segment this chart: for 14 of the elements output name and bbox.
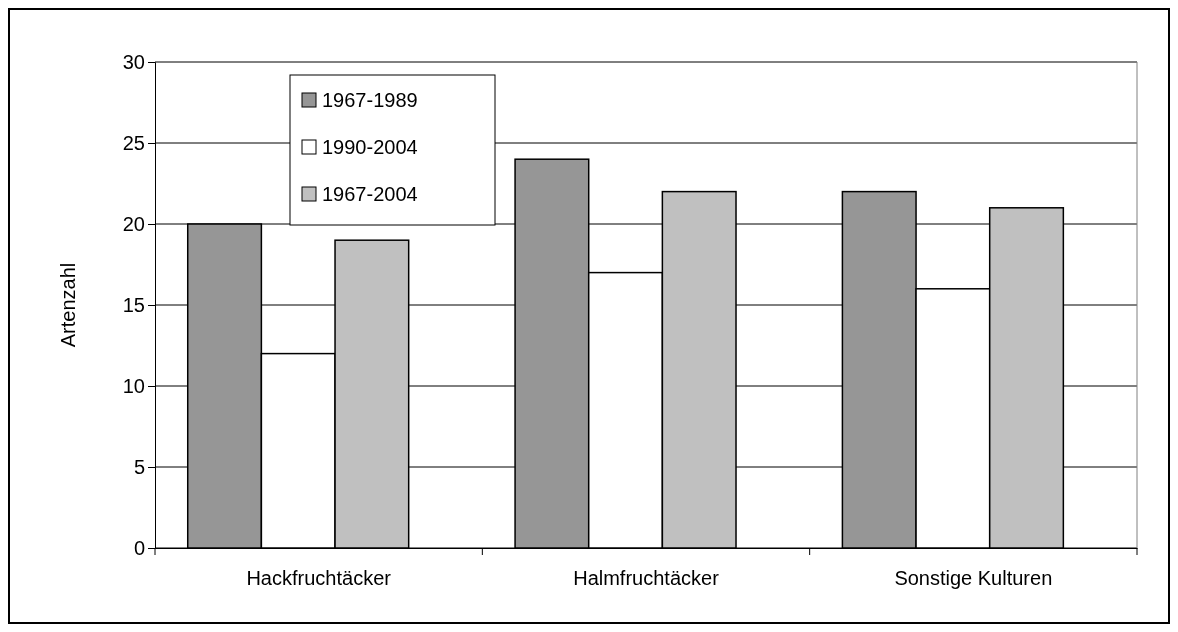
y-tick-label: 0 [133, 536, 145, 559]
x-tick-label: Halmfruchtäcker [573, 567, 720, 589]
y-tick-label: 20 [122, 212, 145, 235]
legend-label: 1967-2004 [322, 183, 418, 205]
legend-label: 1967-1989 [322, 89, 418, 111]
y-tick-label: 15 [122, 293, 145, 316]
x-tick-label: Hackfruchtäcker [246, 567, 392, 589]
x-tick-label: Sonstige Kulturen [894, 567, 1053, 589]
y-tick-label: 5 [133, 455, 145, 478]
y-tick-label: 10 [122, 374, 145, 397]
y-tick-label: 25 [122, 131, 145, 154]
legend-label: 1990-2004 [322, 136, 418, 158]
y-axis-title: Artenzahl [57, 262, 79, 348]
y-tick-label: 30 [122, 50, 145, 73]
